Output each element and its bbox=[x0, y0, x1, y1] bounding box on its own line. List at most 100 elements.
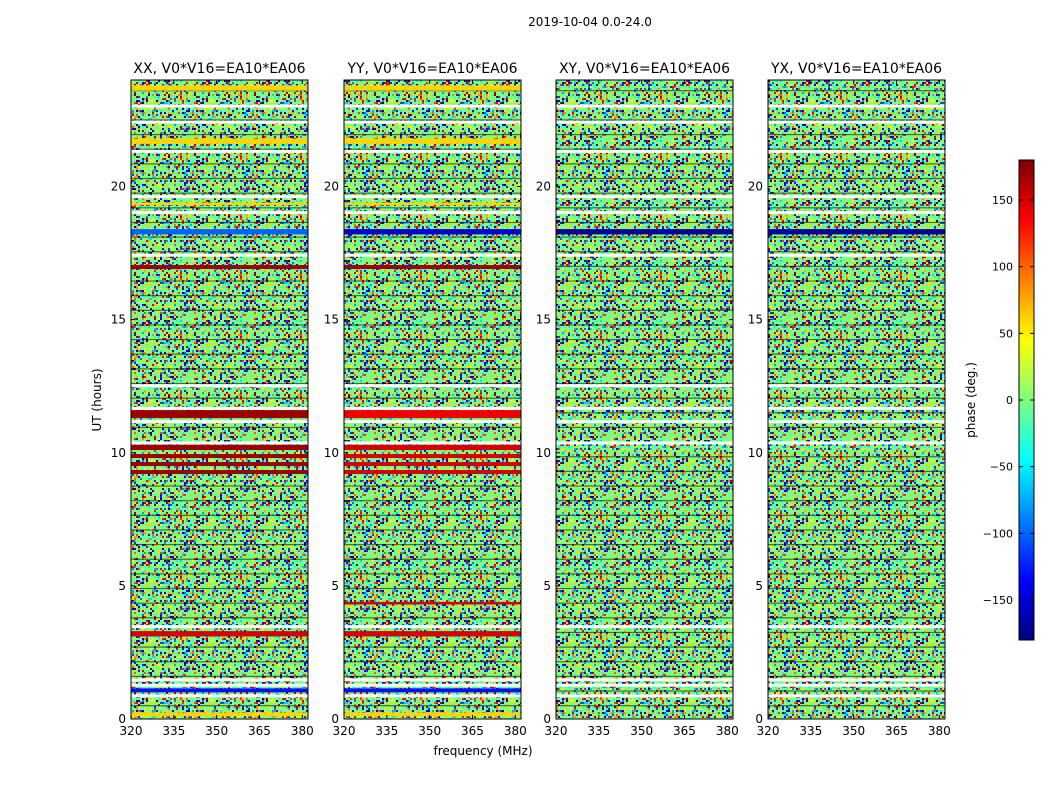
flag-line bbox=[344, 500, 521, 502]
data-gap bbox=[768, 406, 945, 410]
flag-line bbox=[556, 397, 733, 399]
data-gap bbox=[768, 694, 945, 698]
flag-line bbox=[556, 221, 733, 224]
flag-line bbox=[344, 192, 521, 194]
data-gap bbox=[131, 211, 308, 215]
data-gap bbox=[344, 420, 521, 424]
x-tick-label: 365 bbox=[673, 724, 696, 738]
flag-line bbox=[556, 661, 733, 663]
phase-noise-field bbox=[768, 80, 945, 719]
y-tick-label: 20 bbox=[111, 180, 126, 194]
x-tick-label: 350 bbox=[205, 724, 228, 738]
flag-line bbox=[768, 661, 945, 663]
flag-line bbox=[768, 324, 945, 326]
colorbar-label: phase (deg.) bbox=[964, 362, 978, 438]
flag-line bbox=[768, 675, 945, 677]
flag-line bbox=[768, 236, 945, 238]
panel-frame bbox=[343, 79, 522, 720]
flag-line bbox=[556, 617, 733, 619]
x-tick-label: 320 bbox=[333, 724, 356, 738]
data-gap bbox=[768, 384, 945, 388]
flag-line bbox=[556, 368, 733, 370]
data-gap bbox=[556, 211, 733, 215]
data-gap bbox=[131, 104, 308, 108]
data-gap bbox=[344, 625, 521, 629]
y-tick-label: 15 bbox=[324, 313, 339, 327]
panels-group: XX, V0*V16=EA10*EA06 320 335 350 365 380 0 5 10 1… bbox=[111, 61, 951, 738]
data-gap bbox=[768, 678, 945, 682]
phase-band bbox=[131, 138, 308, 144]
flag-line bbox=[131, 90, 308, 92]
flag-line bbox=[344, 675, 521, 677]
flag-line bbox=[131, 544, 308, 546]
flag-line bbox=[131, 602, 308, 604]
data-gap bbox=[556, 253, 733, 257]
flag-line bbox=[131, 646, 308, 648]
data-gap bbox=[344, 694, 521, 698]
phase-band bbox=[344, 470, 521, 475]
y-tick-label: 20 bbox=[748, 180, 763, 194]
flag-line bbox=[768, 631, 945, 634]
flag-line bbox=[556, 412, 733, 414]
flag-line bbox=[344, 514, 521, 516]
flag-line bbox=[556, 280, 733, 282]
flag-line bbox=[768, 587, 945, 590]
flag-line bbox=[131, 177, 308, 180]
flag-line bbox=[344, 163, 521, 165]
y-tick-label: 5 bbox=[543, 579, 551, 593]
flag-line bbox=[556, 265, 733, 267]
colorbar: 150 100 50 0 −50 −100 −150 bbox=[983, 159, 1035, 641]
data-gap bbox=[344, 253, 521, 257]
flag-line bbox=[344, 573, 521, 575]
flag-line bbox=[768, 544, 945, 546]
flag-line bbox=[344, 617, 521, 619]
data-gap bbox=[768, 253, 945, 257]
colorbar-tick-label: 50 bbox=[999, 327, 1013, 340]
panel-frame bbox=[130, 79, 309, 720]
y-tick-label: 0 bbox=[118, 712, 126, 726]
flag-line bbox=[556, 558, 733, 560]
flag-line bbox=[131, 236, 308, 238]
flag-line bbox=[344, 119, 521, 121]
y-tick-label: 15 bbox=[536, 313, 551, 327]
data-gap bbox=[556, 406, 733, 410]
flag-line bbox=[556, 309, 733, 311]
data-gap bbox=[131, 678, 308, 682]
flag-line bbox=[556, 587, 733, 590]
flag-line bbox=[344, 251, 521, 253]
flag-line bbox=[768, 192, 945, 194]
x-tick-label: 320 bbox=[545, 724, 568, 738]
y-tick-label: 10 bbox=[748, 446, 763, 460]
flag-line bbox=[344, 90, 521, 92]
flag-line bbox=[768, 705, 945, 707]
phase-band bbox=[344, 454, 521, 459]
data-gap bbox=[131, 195, 308, 199]
flag-line bbox=[768, 265, 945, 267]
y-tick-label: 5 bbox=[118, 579, 126, 593]
phase-band bbox=[131, 688, 308, 693]
data-gap bbox=[556, 683, 733, 687]
flag-line bbox=[344, 353, 521, 355]
colorbar-tick-label: −50 bbox=[990, 461, 1013, 474]
flag-line bbox=[131, 207, 308, 209]
flag-line bbox=[344, 529, 521, 531]
y-tick-label: 15 bbox=[748, 313, 763, 327]
y-tick-label: 0 bbox=[543, 712, 551, 726]
flag-line bbox=[131, 280, 308, 282]
flag-line bbox=[556, 646, 733, 648]
flag-line bbox=[768, 207, 945, 209]
x-tick-label: 380 bbox=[504, 724, 527, 738]
data-gap bbox=[344, 120, 521, 124]
data-gap bbox=[556, 149, 733, 153]
phase-band bbox=[344, 229, 521, 235]
x-tick-label: 380 bbox=[291, 724, 314, 738]
flag-line bbox=[344, 280, 521, 282]
y-tick-label: 0 bbox=[331, 712, 339, 726]
phase-band bbox=[131, 470, 308, 475]
phase-band bbox=[344, 410, 521, 419]
flag-line bbox=[344, 324, 521, 326]
flag-line bbox=[344, 295, 521, 297]
x-tick-label: 335 bbox=[587, 724, 610, 738]
flag-line bbox=[768, 368, 945, 370]
y-tick-label: 5 bbox=[331, 579, 339, 593]
